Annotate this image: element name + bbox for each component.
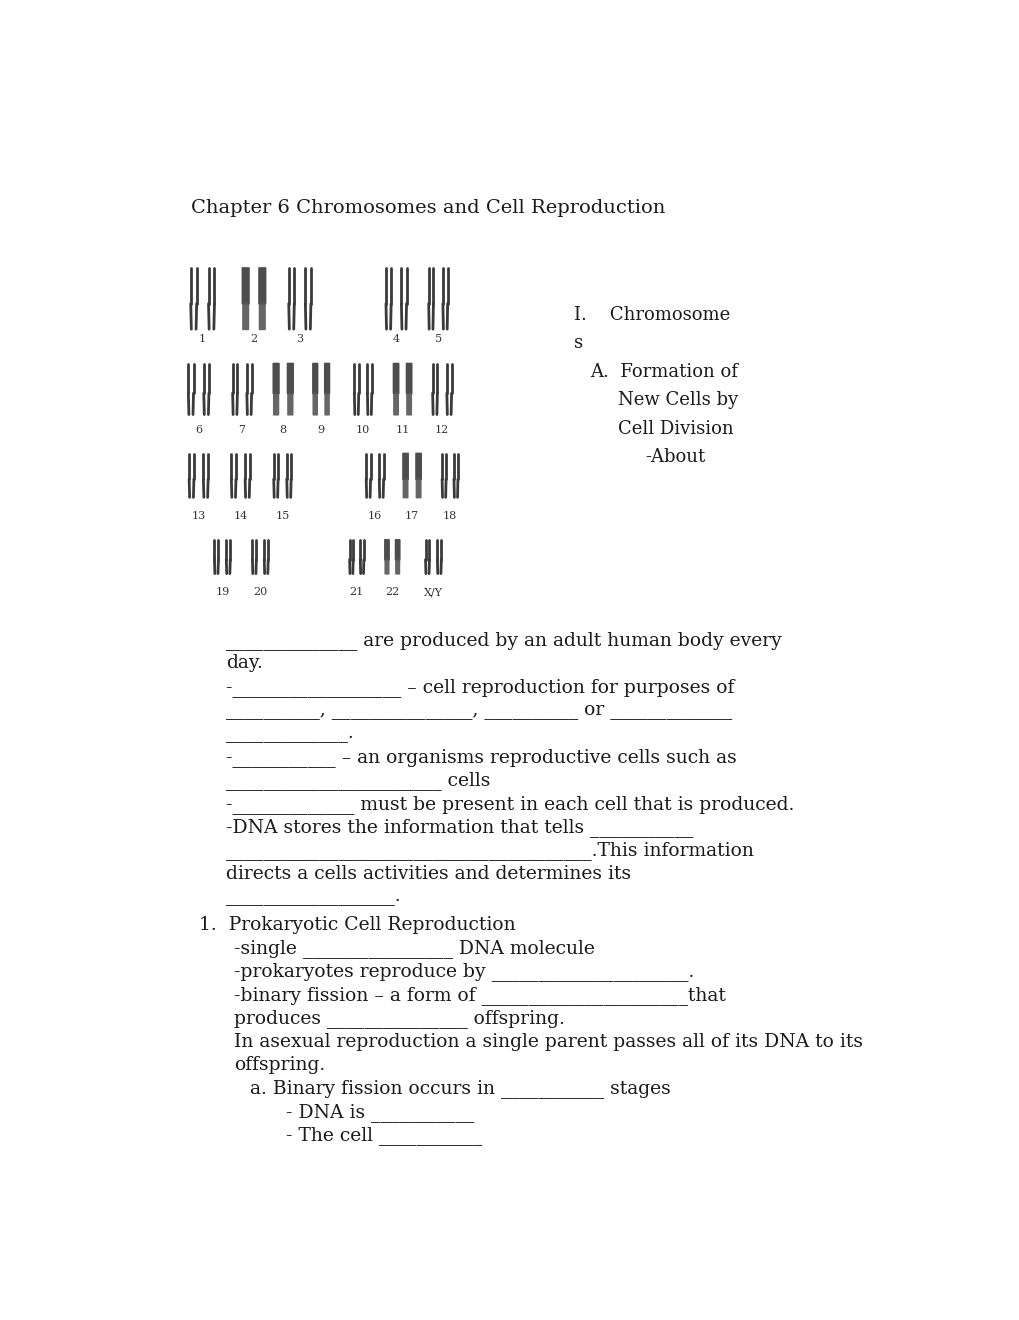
Text: __________________.: __________________.	[226, 888, 400, 906]
Text: Cell Division: Cell Division	[618, 420, 733, 438]
Text: -binary fission – a form of ______________________that: -binary fission – a form of ____________…	[234, 986, 726, 1005]
Text: In asexual reproduction a single parent passes all of its DNA to its: In asexual reproduction a single parent …	[234, 1032, 862, 1051]
Text: -prokaryotes reproduce by _____________________.: -prokaryotes reproduce by ______________…	[234, 962, 694, 981]
Text: New Cells by: New Cells by	[618, 391, 737, 409]
Text: 19: 19	[215, 587, 229, 598]
Text: I.    Chromosome: I. Chromosome	[574, 306, 730, 323]
FancyBboxPatch shape	[392, 392, 398, 416]
FancyBboxPatch shape	[392, 363, 399, 395]
FancyBboxPatch shape	[384, 539, 389, 561]
Text: - The cell ___________: - The cell ___________	[285, 1126, 481, 1144]
FancyBboxPatch shape	[406, 363, 412, 395]
Text: - DNA is ___________: - DNA is ___________	[285, 1102, 474, 1122]
Text: A.  Formation of: A. Formation of	[589, 363, 737, 380]
FancyBboxPatch shape	[394, 539, 400, 561]
Text: directs a cells activities and determines its: directs a cells activities and determine…	[226, 865, 631, 883]
Text: 1: 1	[199, 334, 206, 345]
Text: offspring.: offspring.	[234, 1056, 325, 1074]
Text: 21: 21	[350, 587, 364, 598]
Text: -About: -About	[645, 447, 705, 466]
Text: -_____________ must be present in each cell that is produced.: -_____________ must be present in each c…	[226, 795, 794, 813]
FancyBboxPatch shape	[312, 392, 318, 416]
FancyBboxPatch shape	[242, 267, 250, 305]
FancyBboxPatch shape	[286, 363, 293, 395]
FancyBboxPatch shape	[242, 302, 249, 330]
Text: 11: 11	[395, 425, 410, 434]
Text: 3: 3	[296, 334, 303, 345]
FancyBboxPatch shape	[324, 392, 329, 416]
Text: 12: 12	[434, 425, 448, 434]
Text: 22: 22	[385, 587, 399, 598]
Text: 16: 16	[368, 511, 382, 521]
FancyBboxPatch shape	[324, 363, 330, 395]
Text: 9: 9	[317, 425, 324, 434]
Text: 2: 2	[251, 334, 257, 345]
FancyBboxPatch shape	[394, 558, 399, 574]
Text: 14: 14	[233, 511, 248, 521]
Text: 17: 17	[405, 511, 419, 521]
Text: 1.  Prokaryotic Cell Reproduction: 1. Prokaryotic Cell Reproduction	[199, 916, 515, 933]
Text: _____________.: _____________.	[226, 725, 354, 743]
FancyBboxPatch shape	[406, 392, 412, 416]
FancyBboxPatch shape	[272, 363, 279, 395]
Text: 18: 18	[442, 511, 457, 521]
Text: Chapter 6 Chromosomes and Cell Reproduction: Chapter 6 Chromosomes and Cell Reproduct…	[191, 199, 664, 216]
Text: 8: 8	[279, 425, 286, 434]
Text: produces _______________ offspring.: produces _______________ offspring.	[234, 1008, 565, 1028]
Text: _______________________________________.This information: _______________________________________.…	[226, 841, 753, 861]
Text: 6: 6	[195, 425, 202, 434]
Text: 4: 4	[392, 334, 399, 345]
Text: -DNA stores the information that tells ___________: -DNA stores the information that tells _…	[226, 818, 693, 837]
Text: 20: 20	[253, 587, 267, 598]
Text: 10: 10	[356, 425, 370, 434]
Text: s: s	[574, 334, 583, 352]
Text: a. Binary fission occurs in ___________ stages: a. Binary fission occurs in ___________ …	[250, 1080, 671, 1098]
Text: 5: 5	[434, 334, 441, 345]
FancyBboxPatch shape	[415, 478, 421, 499]
Text: X/Y: X/Y	[424, 587, 442, 598]
FancyBboxPatch shape	[273, 392, 279, 416]
FancyBboxPatch shape	[312, 363, 318, 395]
Text: __________, _______________, __________ or _____________: __________, _______________, __________ …	[226, 701, 732, 719]
FancyBboxPatch shape	[287, 392, 293, 416]
FancyBboxPatch shape	[258, 267, 266, 305]
Text: -___________ – an organisms reproductive cells such as: -___________ – an organisms reproductive…	[226, 748, 737, 767]
Text: 7: 7	[238, 425, 246, 434]
Text: 15: 15	[275, 511, 289, 521]
FancyBboxPatch shape	[259, 302, 266, 330]
Text: -single ________________ DNA molecule: -single ________________ DNA molecule	[234, 939, 594, 958]
Text: -__________________ – cell reproduction for purposes of: -__________________ – cell reproduction …	[226, 677, 734, 697]
FancyBboxPatch shape	[403, 478, 409, 499]
FancyBboxPatch shape	[384, 558, 389, 574]
Text: day.: day.	[226, 655, 263, 672]
FancyBboxPatch shape	[401, 453, 409, 480]
Text: _______________________ cells: _______________________ cells	[226, 771, 490, 791]
Text: 13: 13	[192, 511, 206, 521]
FancyBboxPatch shape	[415, 453, 422, 480]
Text: ______________ are produced by an adult human body every: ______________ are produced by an adult …	[226, 631, 782, 649]
